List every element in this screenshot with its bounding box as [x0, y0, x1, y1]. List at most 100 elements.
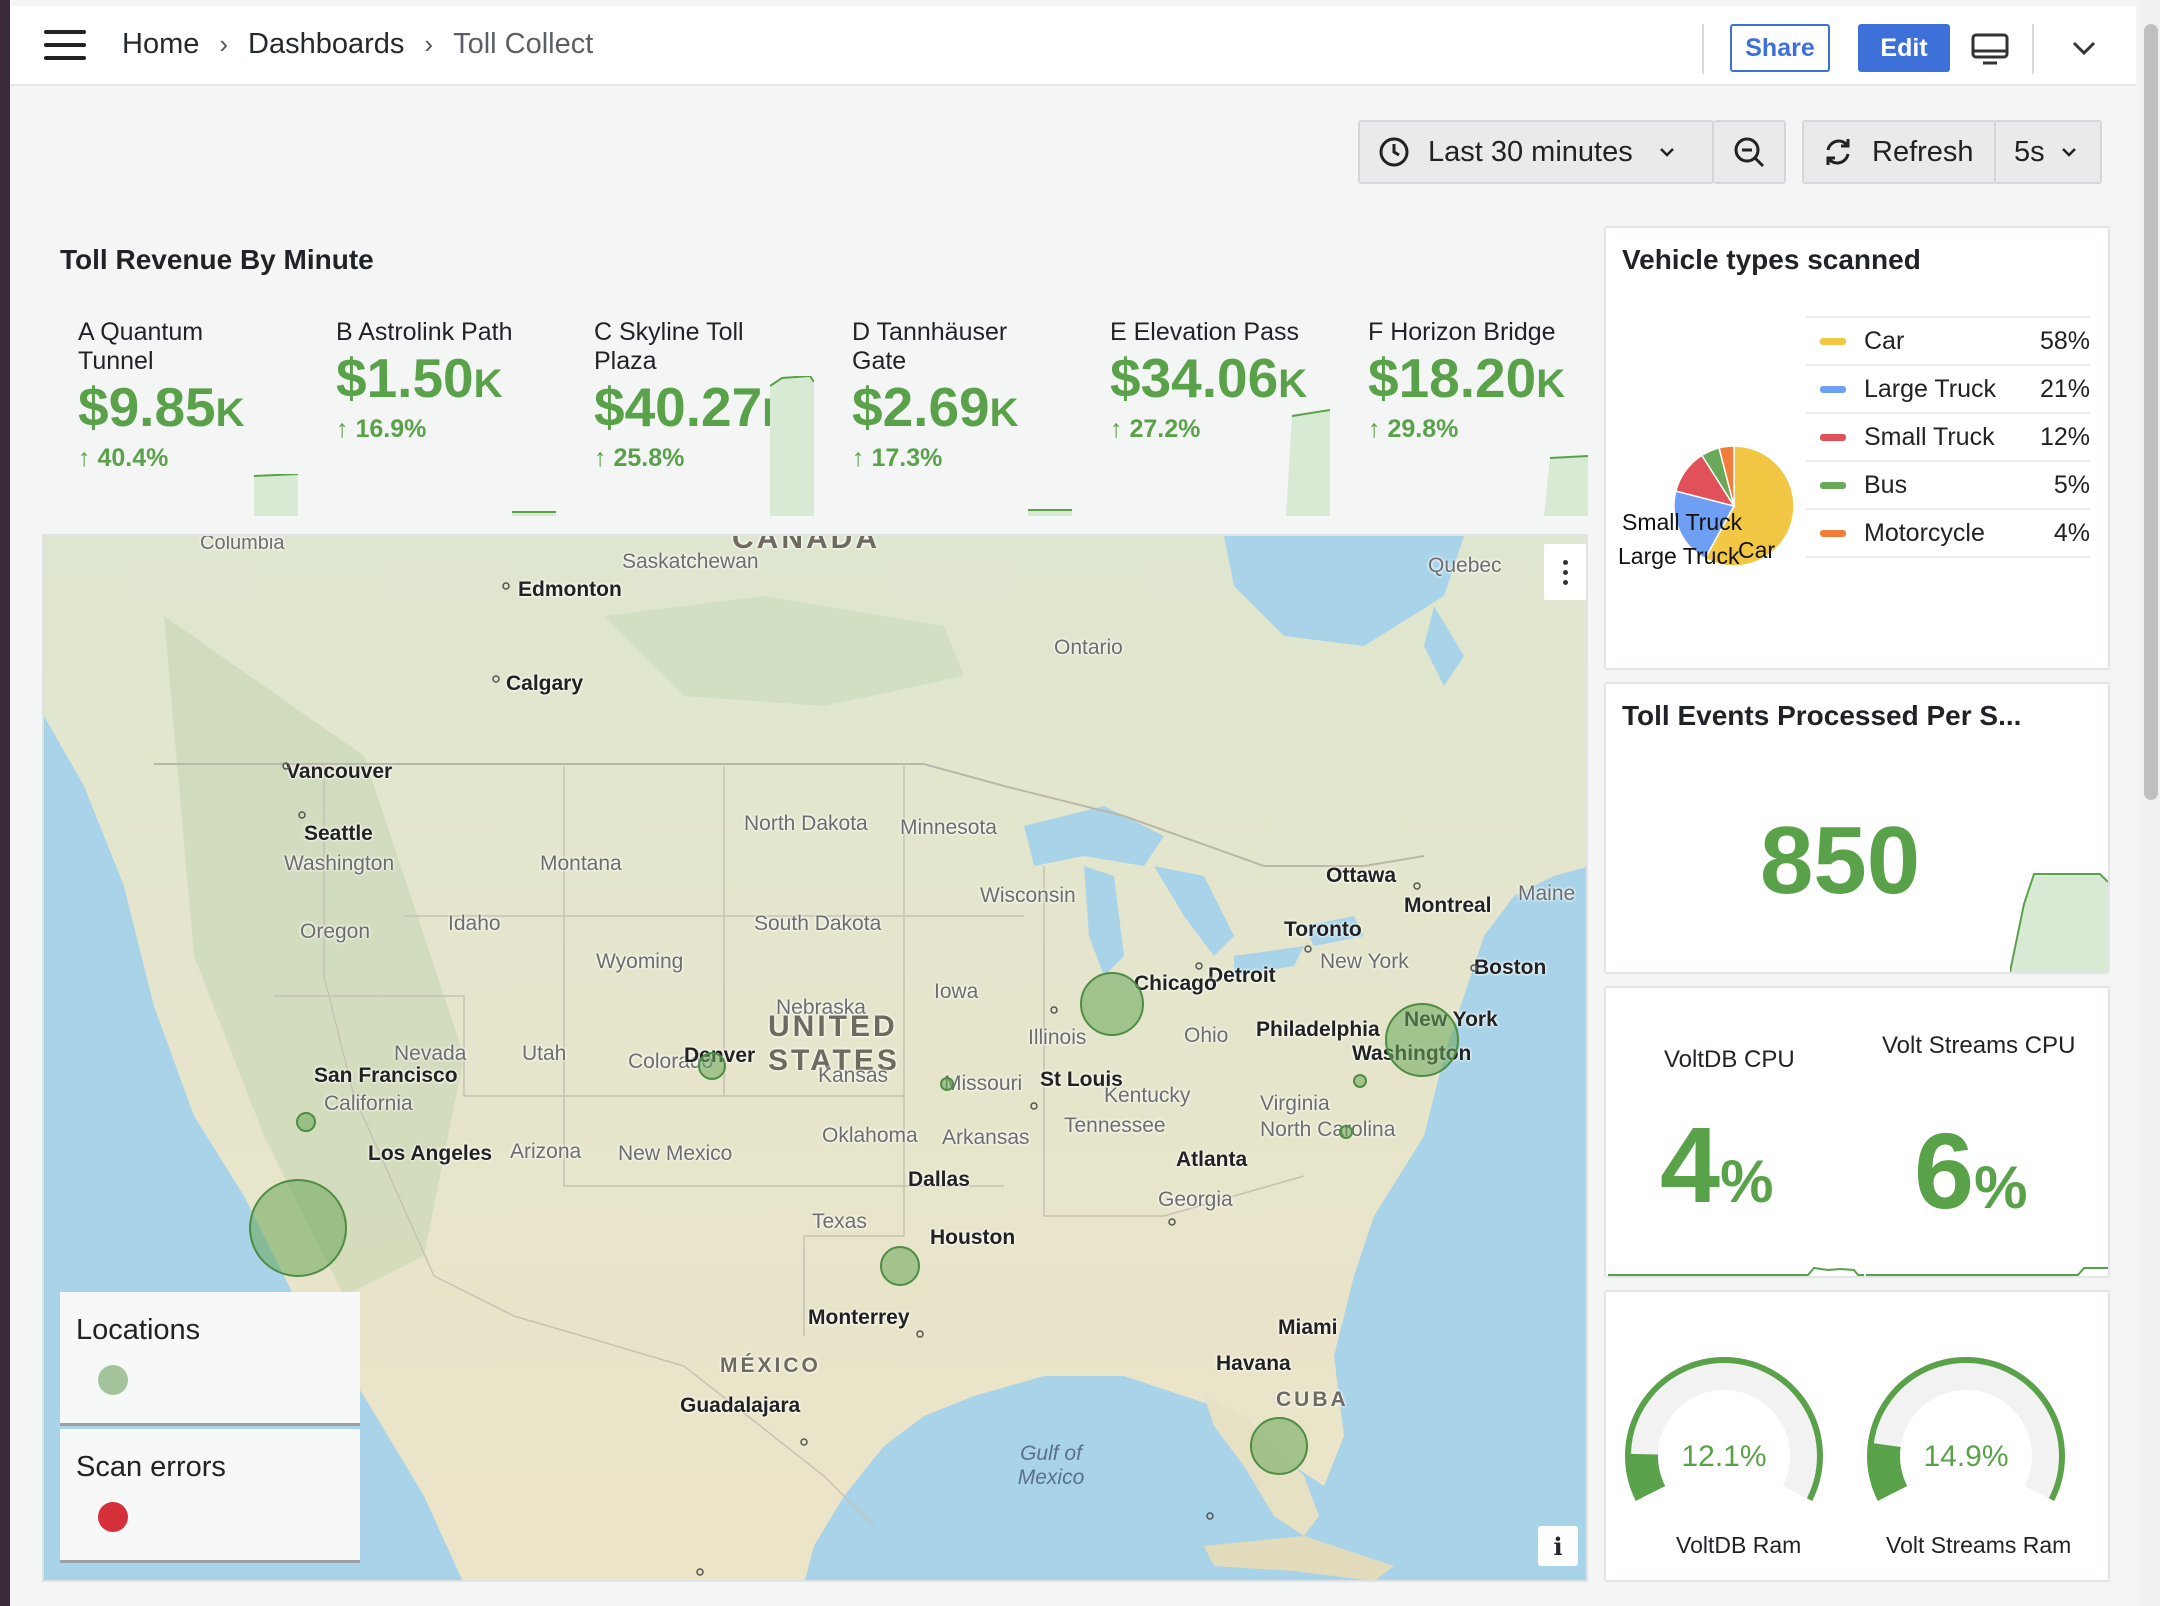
chevron-down-icon	[2061, 148, 2076, 157]
panel-title-revenue: Toll Revenue By Minute	[60, 244, 374, 275]
map-label-guadalajara: Guadalajara	[680, 1394, 801, 1417]
stat-change: ↑ 25.8%	[594, 444, 844, 473]
voltdb-ram-label: VoltDB Ram	[1676, 1532, 1802, 1558]
map-label-south-dakota: South Dakota	[754, 912, 882, 935]
map-label-new-mexico: New Mexico	[618, 1142, 733, 1165]
ram-panel	[1604, 1290, 2110, 1582]
map-label-saskatchewan: Saskatchewan	[622, 550, 759, 573]
location-dallas[interactable]	[880, 1246, 920, 1286]
stat-change: ↑ 27.2%	[1110, 415, 1360, 444]
stat-change-value: 17.3%	[871, 444, 943, 472]
gauge-track	[1630, 1362, 1818, 1499]
map-label-atlanta: Atlanta	[1176, 1148, 1248, 1171]
gauge-value: 14.9%	[1923, 1440, 2008, 1473]
stat-change-value: 27.2%	[1129, 415, 1201, 443]
revenue-sparkline	[254, 474, 298, 516]
map-label-idaho: Idaho	[448, 912, 501, 935]
map-label-washington-state: Washington	[284, 852, 395, 875]
location-kansas-city[interactable]	[940, 1077, 954, 1091]
location-bubbles	[249, 582, 1478, 1576]
pie-slice-large-truck[interactable]	[1673, 490, 1736, 560]
pie-slice-car[interactable]	[1704, 445, 1795, 567]
time-range-picker[interactable]: Last 30 minutes	[1358, 120, 1714, 184]
stat-change-value: 25.8%	[613, 444, 685, 472]
legend-label: Large Truck	[1864, 374, 1997, 403]
location-los-angeles[interactable]	[249, 1179, 347, 1277]
vehicle-types-panel	[1604, 226, 2110, 670]
breadcrumb: Home › Dashboards › Toll Collect	[122, 28, 593, 61]
map-menu-icon[interactable]	[1544, 544, 1586, 600]
scrollbar-thumb[interactable]	[2144, 24, 2158, 800]
breadcrumb-dashboards[interactable]: Dashboards	[248, 28, 405, 60]
zoom-out-button[interactable]	[1714, 120, 1786, 184]
revenue-sparkline	[512, 511, 556, 516]
map-label-maine: Maine	[1518, 882, 1576, 905]
arrow-up-icon: ↑	[594, 444, 614, 472]
share-button[interactable]: Share	[1730, 24, 1830, 72]
edit-button[interactable]: Edit	[1858, 24, 1950, 72]
gauge-value: 12.1%	[1681, 1440, 1766, 1473]
location-new-york[interactable]	[1385, 1003, 1459, 1077]
chevron-right-icon: ›	[219, 29, 229, 59]
toll-locations-map[interactable]: CANADA Columbia Saskatchewan Edmonton Calgar…	[42, 534, 1588, 1582]
streams-cpu-number: 6	[1914, 1110, 1975, 1231]
map-label-wyoming: Wyoming	[596, 950, 684, 973]
legend-swatch	[1820, 337, 1846, 345]
location-virginia[interactable]	[1339, 1125, 1353, 1139]
vehicle-legend-row[interactable]: Small Truck 12%	[1806, 414, 2090, 462]
map-label-virginia: Virginia	[1260, 1092, 1330, 1115]
location-denver[interactable]	[698, 1052, 726, 1080]
map-label-canada: CANADA	[732, 534, 880, 555]
refresh-button[interactable]: Refresh	[1802, 120, 1996, 184]
location-chicago[interactable]	[1080, 972, 1144, 1036]
location-miami[interactable]	[1250, 1417, 1308, 1475]
stat-value: $1.50K	[336, 347, 586, 415]
vehicle-legend-row[interactable]: Motorcycle 4%	[1806, 510, 2090, 558]
menu-icon[interactable]	[44, 30, 86, 62]
map-label-ontario: Ontario	[1054, 636, 1123, 659]
revenue-stat: B Astrolink Path $1.50K ↑ 16.9%	[336, 318, 586, 444]
map-label-illinois: Illinois	[1028, 1026, 1087, 1049]
map-label-mexico: MÉXICO	[720, 1354, 821, 1377]
revenue-stat: F Horizon Bridge $18.20K ↑ 29.8%	[1368, 318, 1618, 444]
vehicle-legend-row[interactable]: Bus 5%	[1806, 462, 2090, 510]
stat-value-number: $2.69	[852, 376, 990, 438]
legend-percent: 21%	[2039, 374, 2090, 403]
stat-value: $34.06K	[1110, 347, 1360, 415]
divider	[2032, 24, 2034, 74]
tv-mode-icon[interactable]	[1970, 32, 2010, 66]
pie-label: Small Truck	[1622, 509, 1743, 535]
vehicle-legend-row[interactable]: Large Truck 21%	[1806, 366, 2090, 414]
legend-swatch	[1820, 529, 1846, 537]
breadcrumb-home[interactable]: Home	[122, 28, 200, 60]
map-label-oregon: Oregon	[300, 920, 371, 943]
stat-change: ↑ 40.4%	[78, 444, 328, 473]
legend-percent: 12%	[2039, 422, 2090, 451]
legend-locations: Locations	[60, 1292, 360, 1426]
revenue-sparkline	[770, 376, 814, 516]
location-washington[interactable]	[1353, 1074, 1367, 1088]
stat-value-unit: K	[215, 391, 245, 435]
map-label-montreal: Montreal	[1404, 894, 1492, 917]
scrollbar[interactable]	[2140, 0, 2160, 1606]
map-label-states: STATES	[768, 1044, 900, 1077]
map-label-miami: Miami	[1278, 1316, 1338, 1339]
legend-swatch	[1820, 433, 1846, 441]
chevron-down-icon	[1659, 148, 1674, 157]
panel-title-events: Toll Events Processed Per S...	[1622, 700, 2022, 731]
refresh-interval-picker[interactable]: 5s	[1994, 120, 2102, 184]
events-value: 850	[1760, 807, 1921, 914]
vehicle-legend-row[interactable]: Car 58%	[1806, 318, 2090, 366]
map-label-colorado: Colorado	[628, 1050, 714, 1073]
map-label-los-angeles: Los Angeles	[368, 1142, 493, 1165]
map-info-icon[interactable]: i	[1538, 1526, 1578, 1566]
stat-value-unit: K	[1536, 362, 1566, 406]
vehicle-legend: Car 58% Large Truck 21% Small Truck 12% Bus 5% M…	[1806, 316, 2090, 558]
cpu-sparklines	[1608, 1266, 2108, 1276]
location-san-francisco[interactable]	[296, 1112, 316, 1132]
chevron-down-icon[interactable]	[2066, 30, 2102, 66]
map-label-philadelphia: Philadelphia	[1256, 1018, 1380, 1041]
map-label-cuba: CUBA	[1276, 1388, 1349, 1411]
pie-slice-motorcycle[interactable]	[1718, 445, 1735, 507]
streams-cpu-label: Volt Streams CPU	[1882, 1032, 2076, 1059]
